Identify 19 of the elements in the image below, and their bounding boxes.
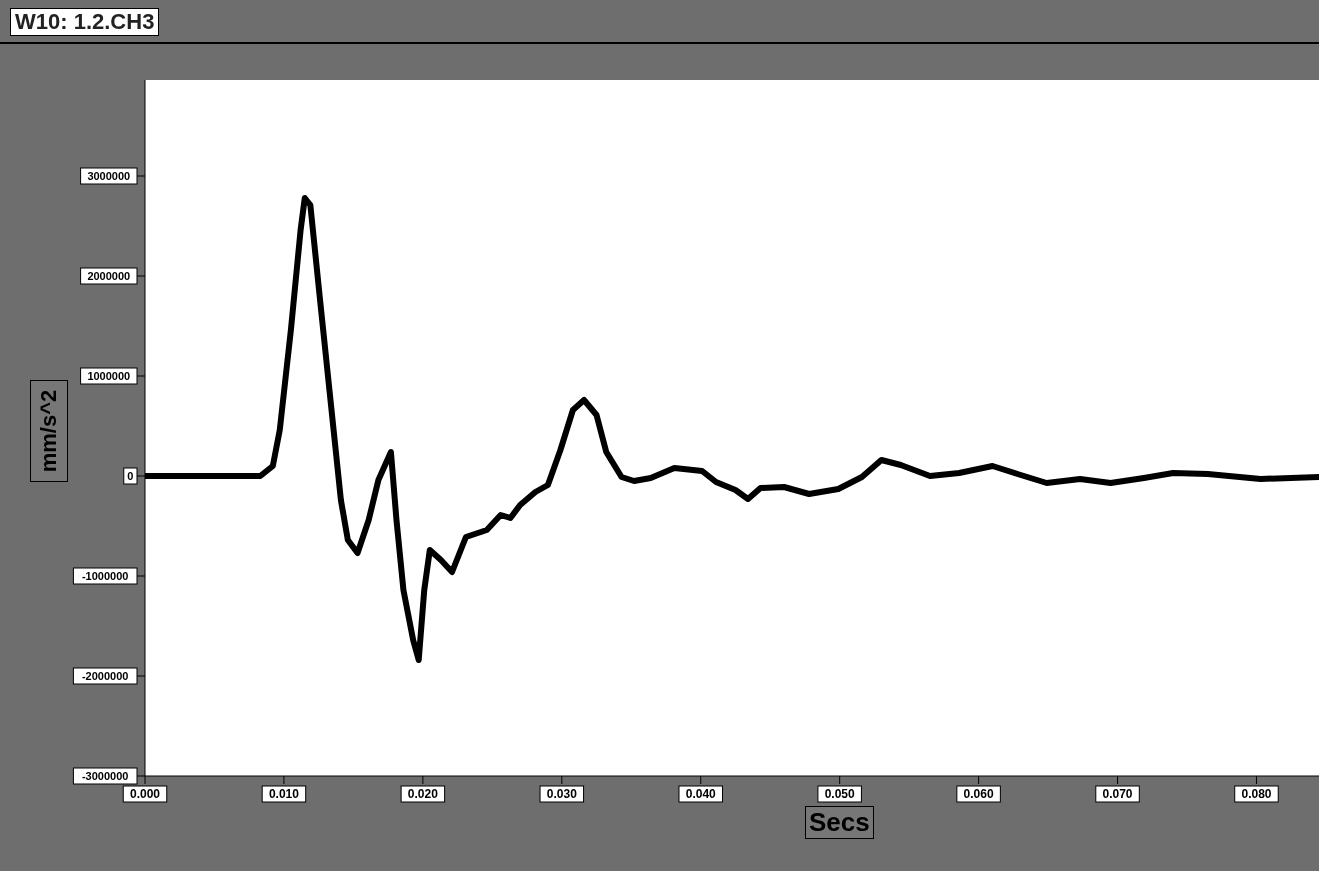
y-tick-label: -1000000 (81, 570, 129, 582)
y-tick-label: -2000000 (81, 670, 129, 682)
x-axis-title: Secs (805, 806, 874, 839)
y-tick-label: 1000000 (87, 370, 131, 382)
y-axis-title: mm/s^2 (36, 389, 62, 473)
x-tick-label: 0.010 (268, 787, 300, 801)
x-tick-label: 0.040 (685, 787, 717, 801)
x-tick-label: 0.080 (1241, 787, 1272, 801)
x-tick-label: 0.050 (824, 787, 856, 801)
x-tick-label: 0.020 (407, 787, 439, 801)
y-tick-label: 0 (127, 470, 134, 482)
x-tick-label: 0.000 (129, 787, 161, 801)
x-tick-label: 0.070 (1102, 787, 1133, 801)
chart-title: W10: 1.2.CH3 (10, 8, 160, 36)
y-tick-label: 3000000 (87, 170, 131, 182)
x-tick-label: 0.030 (546, 787, 578, 801)
y-tick-label: -3000000 (81, 770, 129, 782)
y-tick-label: 2000000 (87, 270, 131, 282)
x-tick-label: 0.060 (963, 787, 994, 801)
